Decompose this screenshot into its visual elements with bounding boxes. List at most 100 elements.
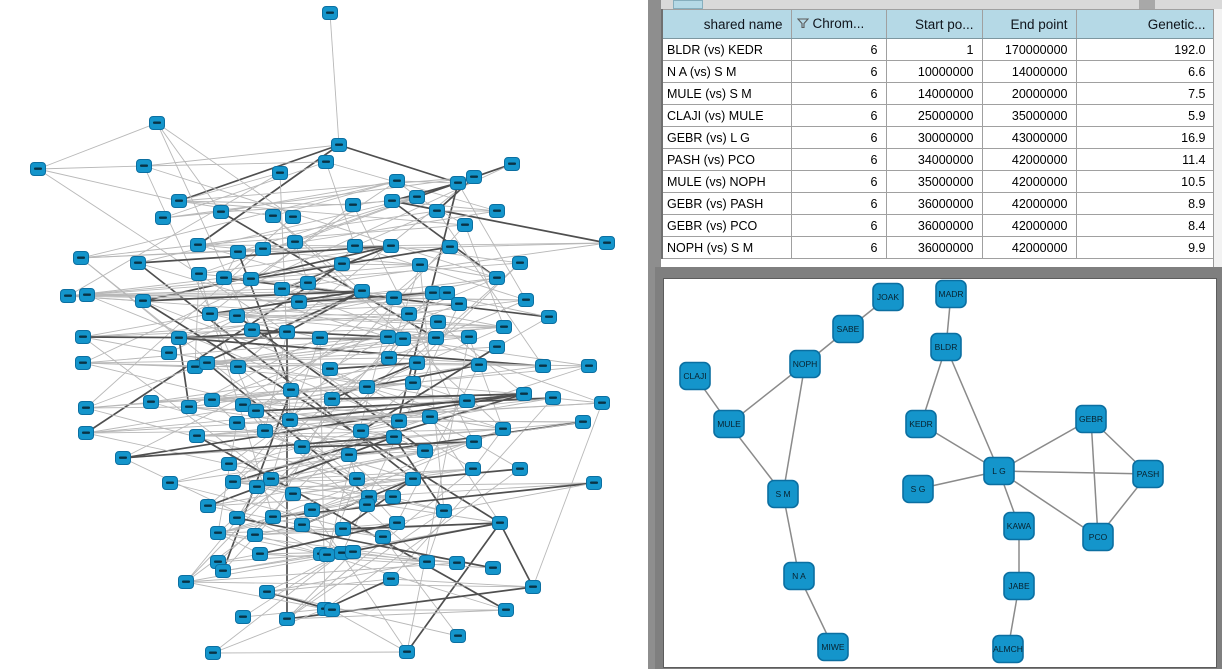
overview-network-node[interactable] — [512, 256, 528, 270]
table-cell[interactable]: 9.9 — [1075, 236, 1215, 259]
table-cell[interactable]: MULE (vs) S M — [661, 82, 792, 105]
overview-network-node[interactable] — [272, 166, 288, 180]
overview-network-node[interactable] — [347, 239, 363, 253]
overview-network-node[interactable] — [599, 236, 615, 250]
table-cell[interactable]: 7.5 — [1075, 82, 1215, 105]
overview-network-node[interactable] — [581, 359, 597, 373]
overview-network-node[interactable] — [359, 498, 375, 512]
overview-network-node[interactable] — [155, 211, 171, 225]
overview-network-node[interactable] — [205, 646, 221, 660]
overview-network-node[interactable] — [279, 325, 295, 339]
overview-network-node[interactable] — [341, 448, 357, 462]
table-cell[interactable]: GEBR (vs) PASH — [661, 192, 792, 215]
table-row[interactable]: BLDR (vs) KEDR 6 1 170000000 192.0 — [661, 38, 1215, 61]
overview-network-node[interactable] — [386, 430, 402, 444]
overview-network-node[interactable] — [439, 286, 455, 300]
overview-network-node[interactable] — [422, 410, 438, 424]
table-cell[interactable]: 170000000 — [981, 38, 1077, 61]
overview-network-node[interactable] — [161, 346, 177, 360]
overview-network-node[interactable] — [259, 585, 275, 599]
overview-network-node[interactable] — [248, 404, 264, 418]
overview-network-node[interactable] — [178, 575, 194, 589]
overview-network-node[interactable] — [322, 362, 338, 376]
column-header-1[interactable]: Chrom... — [790, 9, 887, 39]
overview-network-node[interactable] — [287, 235, 303, 249]
table-cell[interactable]: 10000000 — [885, 60, 983, 83]
overview-network-node[interactable] — [442, 240, 458, 254]
overview-network-node[interactable] — [412, 258, 428, 272]
overview-network-node[interactable] — [255, 242, 271, 256]
overview-network-node[interactable] — [389, 516, 405, 530]
column-header-0[interactable]: shared name — [661, 9, 792, 39]
table-cell[interactable]: 1 — [885, 38, 983, 61]
overview-network-node[interactable] — [331, 138, 347, 152]
detail-network-node[interactable]: SABE — [832, 314, 864, 344]
table-cell[interactable]: 42000000 — [981, 148, 1077, 171]
table-cell[interactable]: 36000000 — [885, 192, 983, 215]
table-cell[interactable]: 6 — [790, 236, 887, 259]
overview-network-node[interactable] — [191, 267, 207, 281]
detail-network-node[interactable]: CLAJI — [679, 361, 711, 391]
table-row[interactable]: PASH (vs) PCO 6 34000000 42000000 11.4 — [661, 148, 1215, 171]
overview-network-node[interactable] — [213, 205, 229, 219]
overview-network-node[interactable] — [265, 510, 281, 524]
table-cell[interactable]: 43000000 — [981, 126, 1077, 149]
overview-network-node[interactable] — [312, 331, 328, 345]
overview-network-node[interactable] — [383, 239, 399, 253]
table-cell[interactable]: 192.0 — [1075, 38, 1215, 61]
overview-network-node[interactable] — [436, 504, 452, 518]
overview-network-node[interactable] — [385, 490, 401, 504]
detail-network-node[interactable]: ALMCH — [992, 634, 1024, 664]
overview-network-node[interactable] — [244, 323, 260, 337]
toolbar-tab[interactable] — [673, 0, 703, 9]
overview-network-node[interactable] — [171, 331, 187, 345]
overview-network-node[interactable] — [457, 218, 473, 232]
overview-network-node[interactable] — [594, 396, 610, 410]
overview-network-node[interactable] — [525, 580, 541, 594]
overview-network-node[interactable] — [485, 561, 501, 575]
overview-network-node[interactable] — [30, 162, 46, 176]
overview-network-node[interactable] — [60, 289, 76, 303]
overview-network-node[interactable] — [229, 309, 245, 323]
overview-network-node[interactable] — [575, 415, 591, 429]
table-cell[interactable]: 6.6 — [1075, 60, 1215, 83]
overview-network-node[interactable] — [449, 556, 465, 570]
overview-network-node[interactable] — [353, 424, 369, 438]
detail-network-node[interactable]: PCO — [1082, 522, 1114, 552]
overview-network-node[interactable] — [409, 190, 425, 204]
detail-network-node[interactable]: KAWA — [1003, 511, 1035, 541]
overview-network-node[interactable] — [450, 629, 466, 643]
overview-network-node[interactable] — [334, 257, 350, 271]
overview-network-node[interactable] — [335, 522, 351, 536]
table-cell[interactable]: GEBR (vs) L G — [661, 126, 792, 149]
overview-network-node[interactable] — [283, 383, 299, 397]
column-header-4[interactable]: Genetic... — [1075, 9, 1215, 39]
overview-network-node[interactable] — [391, 414, 407, 428]
detail-network-node[interactable]: BLDR — [930, 332, 962, 362]
overview-network-node[interactable] — [190, 238, 206, 252]
overview-network-node[interactable] — [498, 603, 514, 617]
overview-network-canvas[interactable] — [0, 0, 650, 669]
table-cell[interactable]: 6 — [790, 214, 887, 237]
overview-network-node[interactable] — [495, 422, 511, 436]
overview-network-node[interactable] — [235, 610, 251, 624]
filter-icon[interactable] — [796, 17, 809, 32]
detail-network-edge[interactable] — [998, 470, 1099, 538]
overview-network-node[interactable] — [535, 359, 551, 373]
overview-network-node[interactable] — [354, 284, 370, 298]
detail-network-node[interactable]: S M — [767, 479, 799, 509]
table-cell[interactable]: CLAJI (vs) MULE — [661, 104, 792, 127]
table-cell[interactable]: 35000000 — [981, 104, 1077, 127]
table-cell[interactable]: 6 — [790, 192, 887, 215]
overview-network-node[interactable] — [430, 315, 446, 329]
overview-network-node[interactable] — [429, 204, 445, 218]
overview-network-node[interactable] — [401, 307, 417, 321]
overview-network-node[interactable] — [384, 194, 400, 208]
overview-network-node[interactable] — [79, 288, 95, 302]
table-row[interactable]: GEBR (vs) PASH 6 36000000 42000000 8.9 — [661, 192, 1215, 215]
overview-network-node[interactable] — [405, 376, 421, 390]
overview-network-node[interactable] — [399, 645, 415, 659]
overview-network-node[interactable] — [409, 356, 425, 370]
overview-network-node[interactable] — [143, 395, 159, 409]
table-cell[interactable]: 6 — [790, 82, 887, 105]
